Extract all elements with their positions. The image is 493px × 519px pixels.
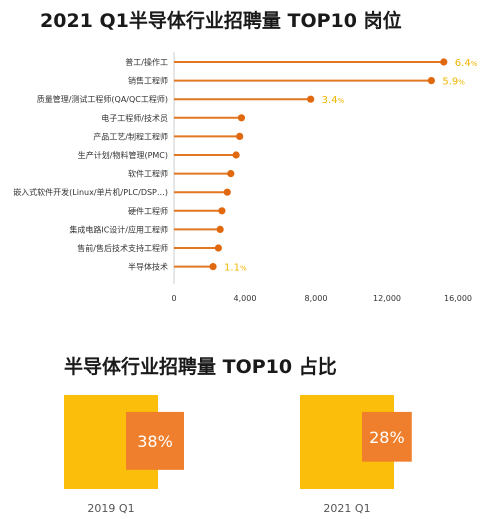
- lollipop-dot: [427, 77, 435, 85]
- bottom-chart-title: 半导体行业招聘量 TOP10 占比: [64, 356, 337, 378]
- lollipop-dot: [209, 263, 217, 271]
- lollipop-dot: [214, 244, 222, 252]
- share-label: 38%: [137, 432, 173, 451]
- x-tick-label: 16,000: [444, 294, 472, 303]
- category-label: 生产计划/物料管理(PMC): [78, 150, 168, 160]
- share-annotation: 3.4%: [322, 95, 345, 106]
- x-tick-label: 12,000: [373, 294, 401, 303]
- lollipop-dot: [236, 132, 244, 140]
- category-label: 半导体技术: [128, 262, 168, 272]
- category-label: 集成电路IC设计/应用工程师: [69, 224, 168, 234]
- lollipop-dot: [216, 225, 224, 233]
- share-annotation: 5.9%: [442, 77, 465, 88]
- lollipop-dot: [223, 188, 231, 196]
- share-annotation: 1.1%: [224, 263, 247, 274]
- period-label: 2019 Q1: [87, 502, 134, 515]
- x-tick-label: 8,000: [305, 294, 328, 303]
- share-squares-chart: 38% 2019 Q1 28% 2021 Q1: [64, 395, 412, 515]
- lollipop-dot: [307, 95, 315, 103]
- category-label: 硬件工程师: [128, 206, 168, 216]
- x-tick-label: 4,000: [234, 294, 257, 303]
- lollipop-dot: [440, 58, 448, 66]
- category-label: 电子工程师/技术员: [101, 113, 168, 123]
- category-label: 质量管理/测试工程师(QA/QC工程师): [37, 94, 168, 104]
- lollipop-dot: [237, 114, 246, 122]
- category-label: 产品工艺/制程工程师: [93, 131, 168, 141]
- share-label: 28%: [369, 428, 405, 447]
- category-label: 售前/售后技术支持工程师: [77, 243, 168, 253]
- lollipop-dot: [218, 207, 226, 215]
- x-tick-label: 0: [171, 294, 176, 303]
- period-label: 2021 Q1: [323, 502, 370, 515]
- lollipop-dot: [227, 170, 235, 178]
- lollipop-chart: 0 4,000 8,000 12,000 16,000 普工/操作工销售工程师质量管理/…: [13, 52, 478, 303]
- lollipop-dot: [232, 151, 240, 159]
- category-label: 嵌入式软件开发(Linux/单片机/PLC/DSP…): [13, 187, 168, 197]
- top10-share-square: [126, 411, 184, 470]
- share-annotation: 6.4%: [455, 58, 478, 69]
- category-label: 销售工程师: [128, 76, 168, 86]
- category-label: 软件工程师: [128, 169, 168, 179]
- top10-share-square: [362, 411, 412, 462]
- category-label: 普工/操作工: [125, 57, 168, 67]
- top-chart-title: 2021 Q1半导体行业招聘量 TOP10 岗位: [40, 10, 402, 32]
